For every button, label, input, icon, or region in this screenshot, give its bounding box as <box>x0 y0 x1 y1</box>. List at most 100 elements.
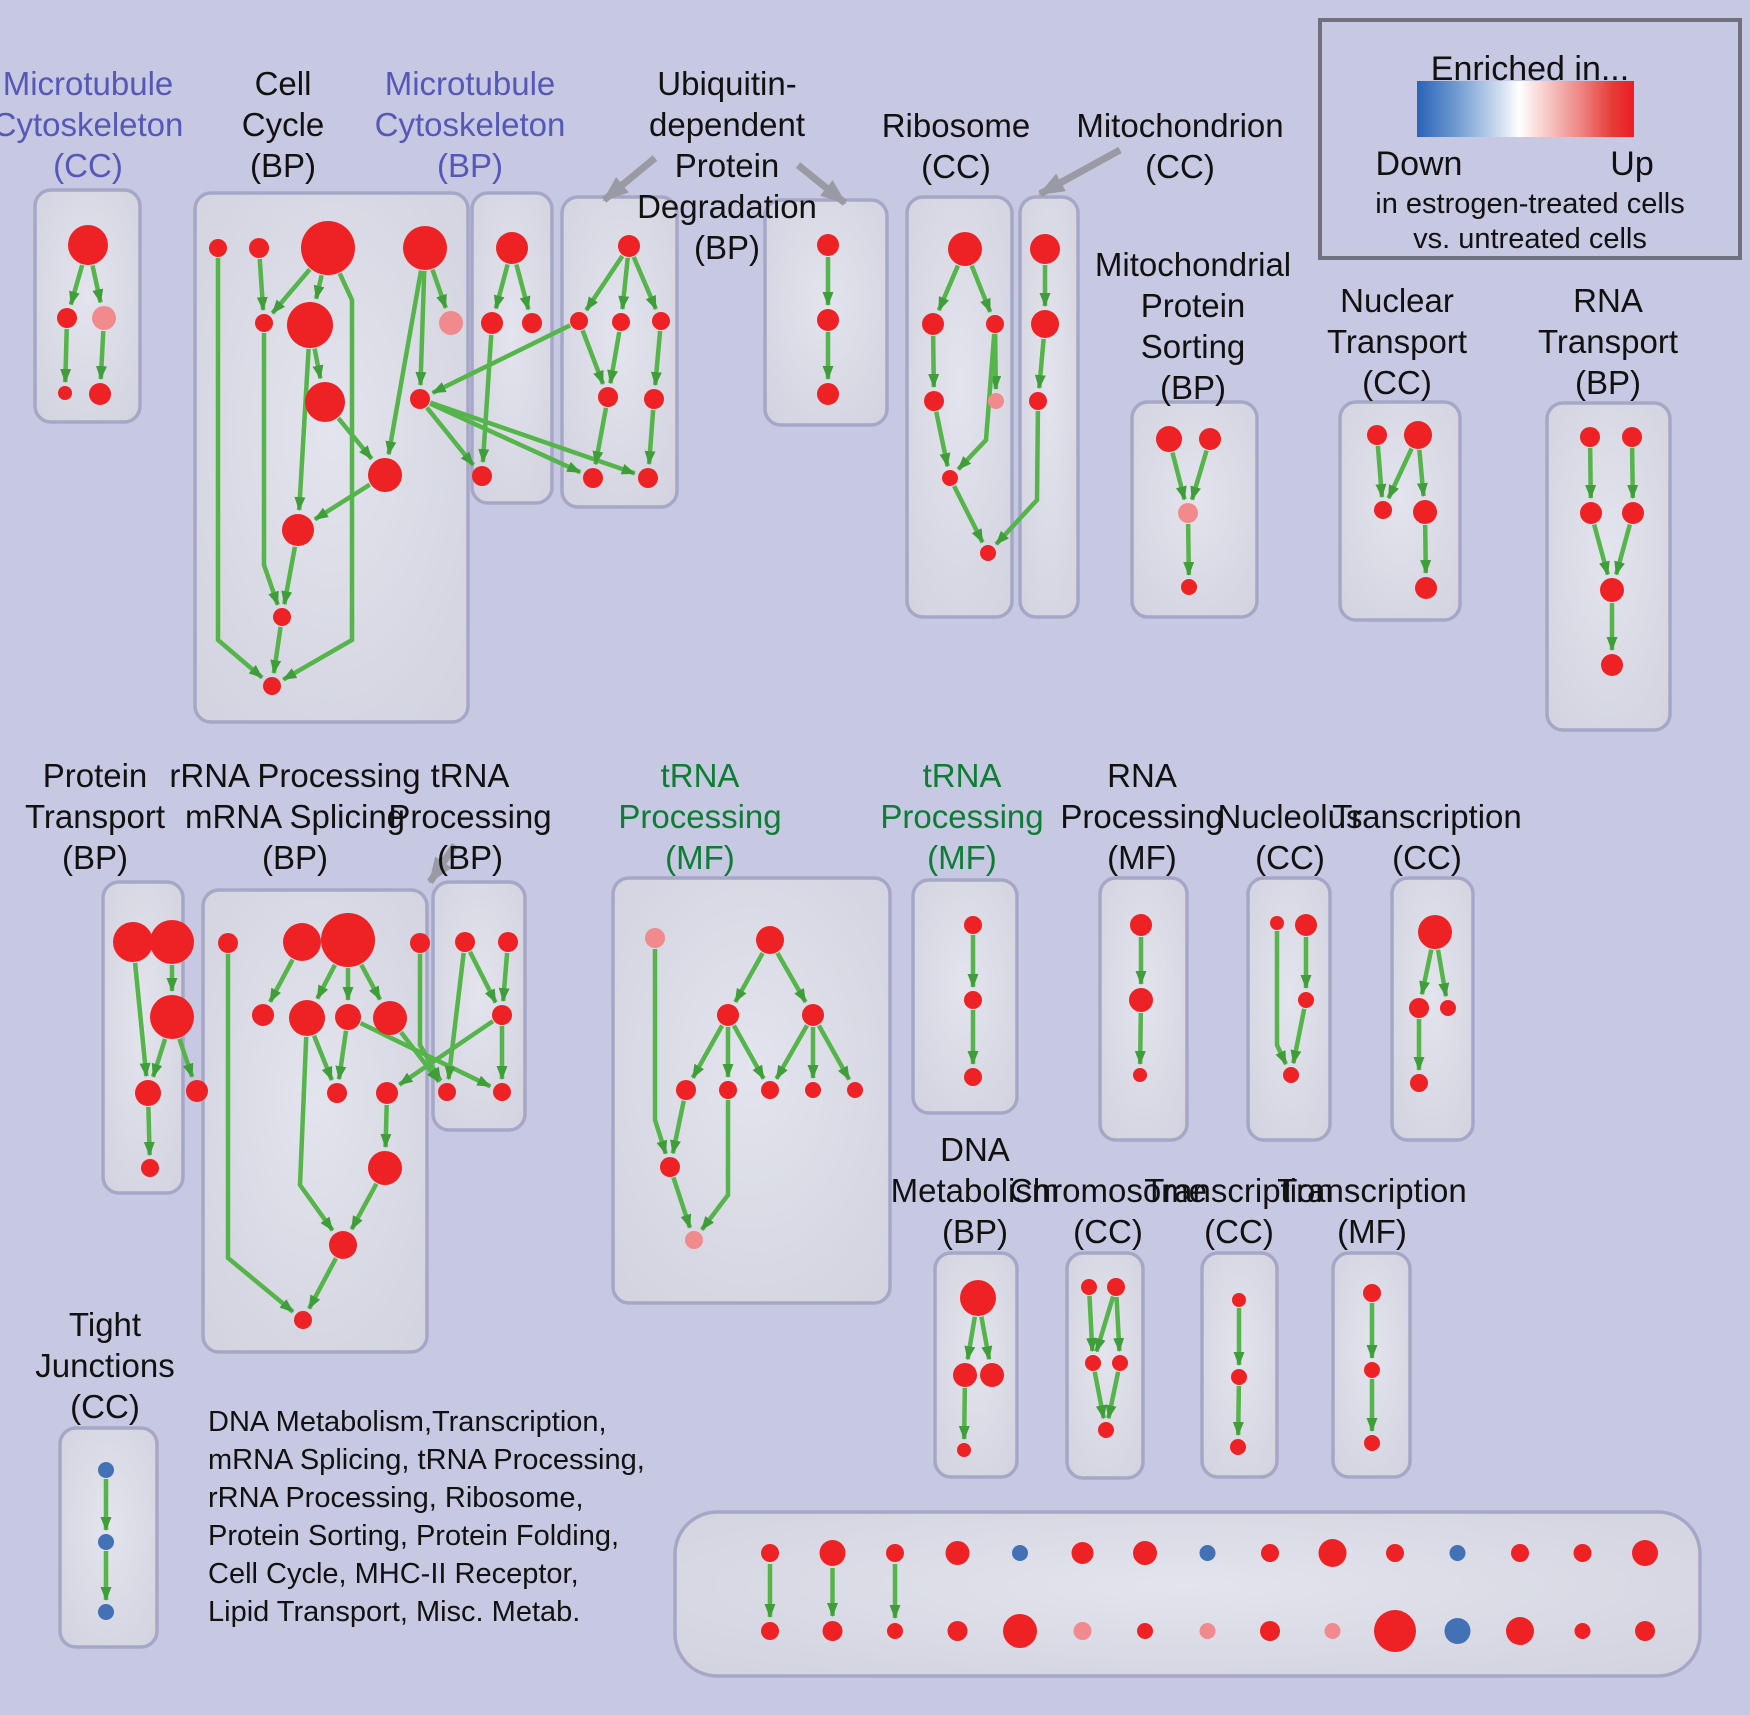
edge-tm_pk-tm_low <box>652 949 668 1155</box>
go-term-node-uba_c <box>652 312 670 330</box>
go-term-node-tm_b5 <box>847 1082 863 1098</box>
go-term-node-dm_l <box>953 1363 977 1387</box>
edge-tm_ml-tm_b3 <box>731 1024 766 1080</box>
edge-nt_mr-nt_b <box>1420 524 1432 575</box>
go-term-node-tm_mr <box>802 1004 824 1026</box>
go-term-node-nu_b <box>1283 1067 1299 1083</box>
matrix-top-node-2 <box>819 1540 846 1566</box>
edge-rr_2c-rr_3a <box>335 1030 349 1081</box>
edge-tm_ml-tm_b1 <box>690 1024 725 1079</box>
go-term-node-mtbp_t <box>496 232 528 264</box>
edge-rr_5-rr_b <box>307 1257 338 1310</box>
edge-ch_mr-ch_b <box>1105 1371 1121 1420</box>
go-term-node-tj_t <box>98 1462 114 1478</box>
edge-tm_mr-tm_b5 <box>816 1024 852 1081</box>
group-box-chromosome <box>1065 1251 1145 1480</box>
edge-tm_t-tm_ml <box>733 951 765 1004</box>
edge-rib_n5-rib_b <box>952 485 985 544</box>
go-term-node-nu_tr <box>1295 914 1317 936</box>
edge-tb_tl-tb_bl <box>444 952 466 1081</box>
go-term-node-cc_L <box>273 608 291 626</box>
edge-tm_t-tm_mr <box>775 951 808 1004</box>
go-term-node-tb_tl <box>455 932 475 952</box>
group-box-bottom-strip <box>673 1510 1702 1678</box>
matrix-bottom-node-9 <box>1260 1621 1280 1641</box>
go-term-node-pt_d <box>141 1159 159 1177</box>
edge-ms_tr-ms_m <box>1189 449 1209 501</box>
edge-rt_ml-rt_m <box>1591 523 1610 576</box>
go-term-node-mito_m <box>1031 310 1059 338</box>
matrix-top-node-12 <box>1449 1545 1466 1561</box>
edge-tb_m-rr_3b <box>398 1019 495 1087</box>
go-term-node-cc_E <box>255 314 273 332</box>
edge-rr_4-rr_5 <box>349 1182 379 1231</box>
edge-cc_A-cc_M <box>215 258 264 680</box>
go-term-node-rt_mr <box>1622 502 1644 524</box>
legend-up-label: Up <box>1610 145 1654 183</box>
go-term-node-nt_b <box>1415 577 1437 599</box>
go-term-node-tb_br <box>493 1083 511 1101</box>
go-term-node-cc_F <box>287 302 333 348</box>
go-term-node-t3_m <box>1231 1369 1247 1385</box>
edge-rr_2d-tb_bl <box>399 1030 441 1084</box>
go-term-node-tm_b3 <box>761 1081 779 1099</box>
edge-cc_J-cc_K <box>313 482 371 522</box>
edge-mtbp_t-mtbp_mr <box>514 263 531 311</box>
matrix-top-node-15 <box>1632 1540 1658 1566</box>
edge-ch_tr-ch_ml <box>1094 1295 1116 1353</box>
edge-pt_1-pt_c1 <box>132 962 151 1078</box>
go-term-node-mtbp_b <box>472 466 492 486</box>
edge-tm_mr-tm_b3 <box>774 1024 809 1080</box>
go-term-node-tc_b <box>1410 1074 1428 1092</box>
edge-pt_m-pt_c2 <box>177 1038 195 1078</box>
edge-dm_l-dm_b <box>958 1387 970 1441</box>
edge-uba_d-uba_f <box>592 407 609 466</box>
edge-ms_m-ms_b <box>1183 523 1195 577</box>
edge-tm_low-tm_bp <box>671 1176 693 1229</box>
go-term-node-pt_c1 <box>135 1080 161 1106</box>
group-box-nucleolus <box>1246 876 1332 1142</box>
edge-rr_3b-rr_4 <box>380 1104 392 1149</box>
matrix-top-node-9 <box>1261 1544 1279 1562</box>
matrix-top-node-3 <box>886 1544 904 1562</box>
go-term-node-rr_t4 <box>410 933 430 953</box>
edge-rib_t-rib_mr <box>969 264 993 313</box>
matrix-bottom-node-14 <box>1574 1623 1591 1639</box>
go-term-node-mtcc_4 <box>58 386 72 400</box>
edge-mito_m-mito_b <box>1034 338 1046 390</box>
edge-uba_t-uba_b <box>618 257 630 311</box>
edge-uba_c-uba_e <box>650 330 663 387</box>
edge-dm_t-dm_l <box>964 1316 978 1361</box>
edge-cc_C-cc_E <box>270 267 312 315</box>
matrix-bottom-node-6 <box>1073 1622 1092 1640</box>
go-term-node-tm_bp <box>685 1231 703 1249</box>
go-term-node-ch_b <box>1098 1422 1114 1438</box>
matrix-top-node-7 <box>1133 1541 1157 1565</box>
edge-nt_tr-nt_ml <box>1386 447 1414 500</box>
go-term-node-uba_f <box>583 468 603 488</box>
callout-arrow-4 <box>427 843 458 884</box>
edge-rib_mr-rib_n5 <box>956 333 997 471</box>
go-term-node-rr_t2 <box>283 923 321 961</box>
go-term-node-uba_e <box>644 389 664 409</box>
go-term-node-rt_tl <box>1580 427 1600 447</box>
go-term-node-nt_mr <box>1413 500 1437 524</box>
go-term-node-cc_I <box>410 389 430 409</box>
go-term-node-tm_ml <box>717 1004 739 1026</box>
edge-uba_a-cc_I <box>431 323 572 395</box>
edge-rr_2c-tb_br <box>359 1021 492 1089</box>
go-term-node-rib_ml <box>922 313 944 335</box>
matrix-bottom-node-7 <box>1137 1623 1153 1639</box>
edge-mtcc_2-mtcc_4 <box>60 328 72 384</box>
edge-cc_I-mtbp_b <box>425 406 475 467</box>
go-term-node-tm_b2 <box>719 1081 737 1099</box>
go-term-node-mtcc_2 <box>57 308 77 328</box>
go-term-node-mito_t <box>1030 234 1060 264</box>
go-term-node-rp_t <box>1130 914 1152 936</box>
edge-tb_tl-tb_m <box>467 950 498 1004</box>
edge-mtbp_t-mtbp_ml <box>493 263 510 310</box>
go-term-node-t2_b <box>964 1068 982 1086</box>
edge-mtcc_1-mtcc_2 <box>68 264 85 306</box>
go-term-node-mtbp_ml <box>481 312 503 334</box>
